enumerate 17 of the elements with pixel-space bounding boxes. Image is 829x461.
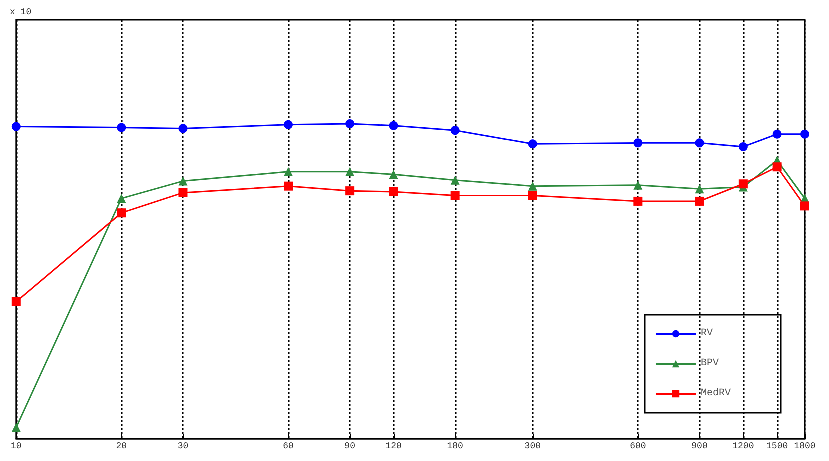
x-tick-label: 10 — [10, 442, 22, 452]
x-tick-label: 120 — [386, 442, 402, 452]
x-tick-label: 60 — [283, 442, 294, 452]
x-tick-label: 900 — [692, 442, 708, 452]
x-tick-label: 1200 — [732, 442, 754, 452]
x-tick-label: 600 — [630, 442, 646, 452]
x-tick-label: 30 — [178, 442, 189, 452]
x-tick-label: 1800 — [794, 442, 816, 452]
x-tick-label: 90 — [344, 442, 356, 452]
x-tick-label: 1500 — [766, 442, 788, 452]
x-tick-label: 180 — [447, 442, 464, 452]
text: x 10 — [10, 8, 32, 18]
legend-label: BPV — [700, 358, 720, 370]
x-tick-label: 300 — [524, 442, 542, 452]
legend-label: RV — [700, 328, 714, 340]
x-tick-label: 20 — [116, 442, 128, 452]
legend-label: MedRV — [700, 388, 732, 400]
